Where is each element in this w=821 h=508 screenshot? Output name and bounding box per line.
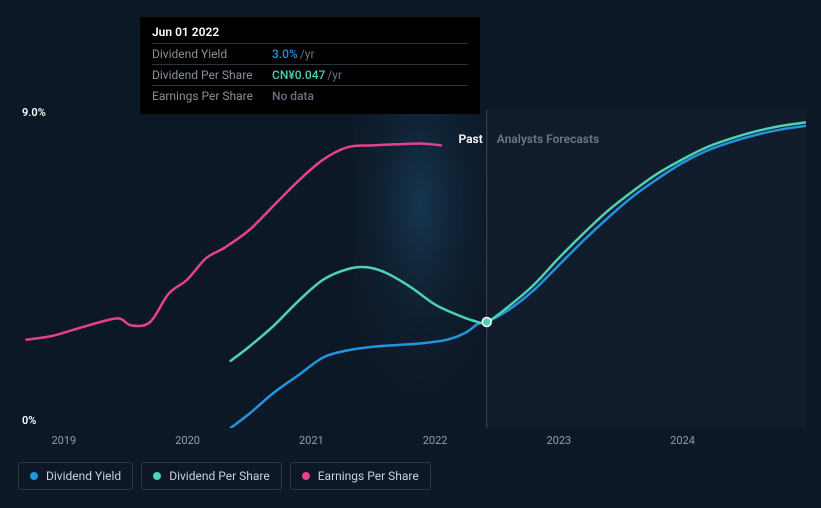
legend-label: Dividend Per Share bbox=[169, 469, 270, 483]
legend-dot-icon bbox=[153, 472, 161, 480]
legend-item[interactable]: Dividend Per Share bbox=[141, 462, 282, 490]
plot-area[interactable] bbox=[14, 110, 806, 428]
tooltip-row-value: CN¥0.047 bbox=[272, 68, 325, 82]
y-axis-label: 9.0% bbox=[22, 106, 46, 119]
y-axis-label: 0% bbox=[22, 414, 36, 427]
x-axis-label: 2021 bbox=[299, 434, 324, 447]
legend-label: Earnings Per Share bbox=[318, 469, 419, 483]
legend-dot-icon bbox=[302, 472, 310, 480]
chart-tooltip: Jun 01 2022 Dividend Yield3.0% /yrDivide… bbox=[140, 17, 480, 114]
tooltip-row-value: 3.0% bbox=[272, 47, 298, 61]
legend-label: Dividend Yield bbox=[46, 469, 121, 483]
past-label: Past bbox=[447, 132, 483, 146]
x-axis-label: 2020 bbox=[175, 434, 200, 447]
tooltip-row-label: Earnings Per Share bbox=[152, 89, 272, 103]
x-axis-label: 2019 bbox=[52, 434, 77, 447]
tooltip-row: Earnings Per ShareNo data bbox=[152, 85, 468, 106]
legend-item[interactable]: Earnings Per Share bbox=[290, 462, 431, 490]
tooltip-date: Jun 01 2022 bbox=[152, 25, 468, 39]
x-axis-label: 2024 bbox=[670, 434, 695, 447]
forecast-label: Analysts Forecasts bbox=[497, 132, 599, 146]
tooltip-row-label: Dividend Yield bbox=[152, 47, 272, 61]
dividend-chart: Jun 01 2022 Dividend Yield3.0% /yrDivide… bbox=[0, 0, 821, 508]
tooltip-row: Dividend Yield3.0% /yr bbox=[152, 43, 468, 64]
tooltip-row: Dividend Per ShareCN¥0.047 /yr bbox=[152, 64, 468, 85]
tooltip-row-value: No data bbox=[272, 89, 314, 103]
x-axis-label: 2022 bbox=[423, 434, 448, 447]
legend-item[interactable]: Dividend Yield bbox=[18, 462, 133, 490]
chart-svg bbox=[14, 110, 806, 428]
tooltip-row-unit: /yr bbox=[327, 68, 342, 82]
legend-dot-icon bbox=[30, 472, 38, 480]
x-axis-label: 2023 bbox=[547, 434, 572, 447]
tooltip-row-unit: /yr bbox=[300, 47, 315, 61]
legend: Dividend Yield Dividend Per Share Earnings… bbox=[18, 462, 431, 490]
tooltip-row-label: Dividend Per Share bbox=[152, 68, 272, 82]
